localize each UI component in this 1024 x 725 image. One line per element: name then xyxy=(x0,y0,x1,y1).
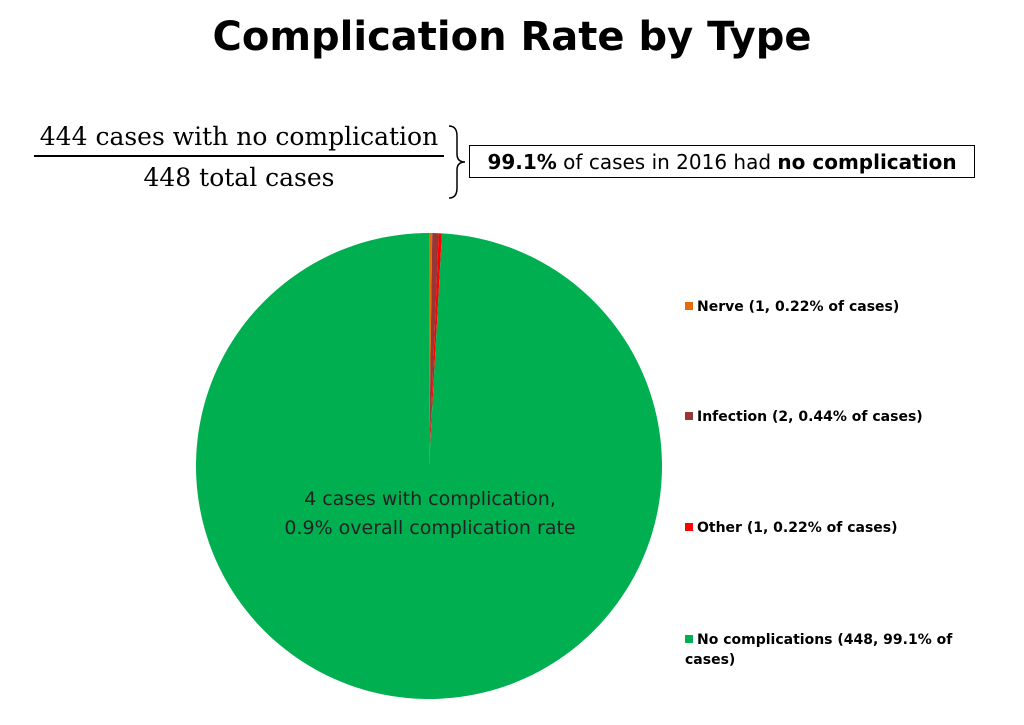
case-fraction: 444 cases with no complication 448 total… xyxy=(34,122,444,192)
legend-item-0: Nerve (1, 0.22% of cases) xyxy=(685,297,965,317)
legend-label-1: Infection (2, 0.44% of cases) xyxy=(697,409,923,425)
legend-swatch-0 xyxy=(685,302,693,310)
legend-label-0: Nerve (1, 0.22% of cases) xyxy=(697,299,900,315)
legend-swatch-2 xyxy=(685,523,693,531)
summary-callout: 99.1% of cases in 2016 had no complicati… xyxy=(469,145,975,178)
legend-item-1: Infection (2, 0.44% of cases) xyxy=(685,407,965,427)
legend-item-3: No complications (448, 99.1% of cases) xyxy=(685,630,965,670)
pie-label-line2: 0.9% overall complication rate xyxy=(284,517,576,539)
callout-percent: 99.1% xyxy=(487,149,557,174)
legend-label-2: Other (1, 0.22% of cases) xyxy=(697,520,898,536)
callout-emphasis: no complication xyxy=(777,149,957,174)
pie-label-line1: 4 cases with complication, xyxy=(304,488,556,510)
pie-slice-3 xyxy=(196,233,663,699)
fraction-bar xyxy=(34,155,444,157)
pie-slice-2 xyxy=(429,233,442,466)
legend-swatch-1 xyxy=(685,412,693,420)
pie-slice-1 xyxy=(429,233,439,466)
chart-title: Complication Rate by Type xyxy=(212,14,812,60)
pie-center-label: 4 cases with complication, 0.9% overall … xyxy=(230,485,630,543)
legend-item-2: Other (1, 0.22% of cases) xyxy=(685,518,965,538)
pie-slice-0 xyxy=(429,233,433,466)
right-brace-icon xyxy=(448,125,466,199)
fraction-denominator: 448 total cases xyxy=(143,163,335,192)
legend-swatch-3 xyxy=(685,635,693,643)
fraction-numerator: 444 cases with no complication xyxy=(39,122,439,151)
callout-text: of cases in 2016 had xyxy=(556,149,778,174)
legend-label-3: No complications (448, 99.1% of cases) xyxy=(685,632,953,668)
